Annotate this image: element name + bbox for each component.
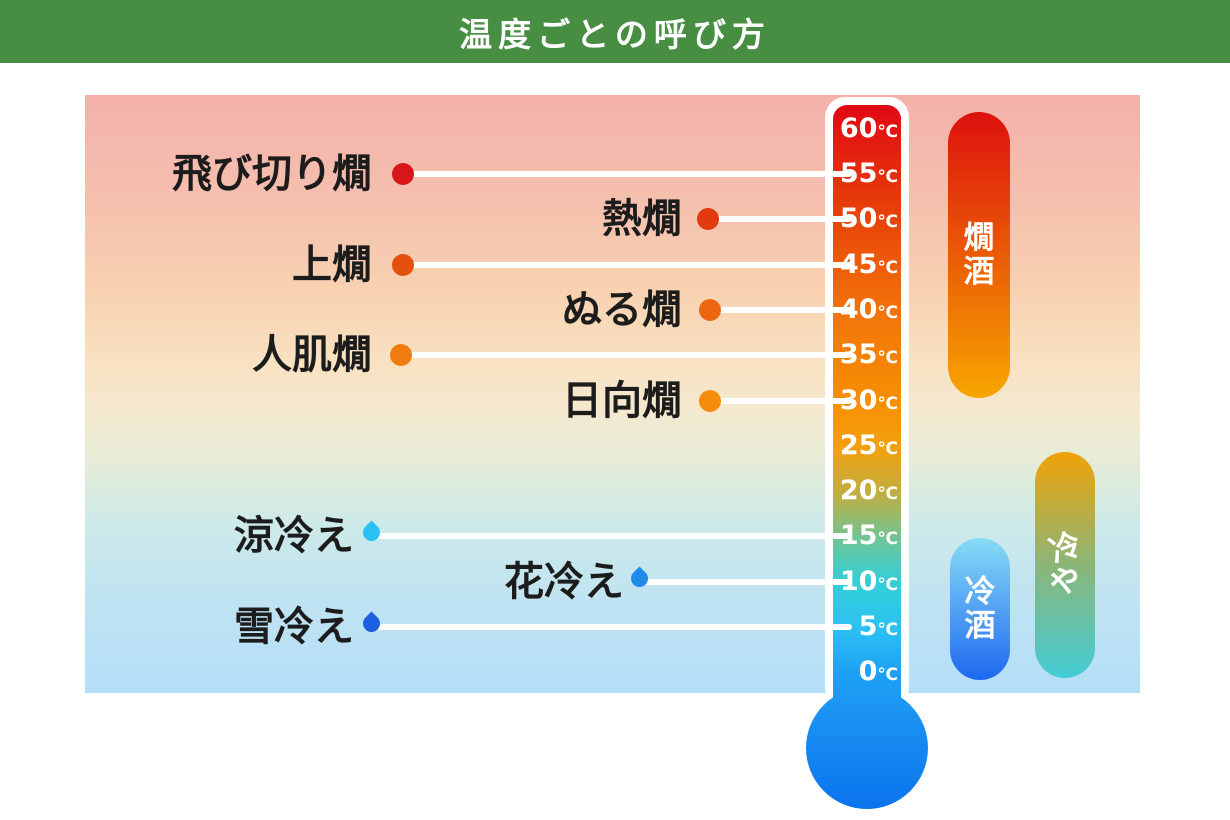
- temperature-dot-marker: [699, 390, 721, 412]
- pill-label-char: 酒: [964, 608, 996, 644]
- category-pill-冷酒: 冷酒: [950, 538, 1010, 680]
- category-pill-冷や: 冷や: [1035, 452, 1095, 678]
- thermometer-bulb: [806, 687, 928, 809]
- sake-temperature-name: ぬる燗: [562, 287, 682, 333]
- sake-temperature-name: 飛び切り燗: [172, 151, 372, 197]
- callout-line: [403, 171, 852, 177]
- temperature-dot-marker: [699, 299, 721, 321]
- thermometer-tube: [833, 105, 901, 750]
- page-title: 温度ごとの呼び方: [459, 14, 771, 54]
- sake-temperature-name: 日向燗: [562, 378, 682, 424]
- temperature-dot-marker: [390, 344, 412, 366]
- scale-label-20: 20℃: [839, 475, 898, 506]
- pill-label-char: や: [1044, 559, 1086, 605]
- sake-temperature-name: 花冷え: [504, 559, 624, 605]
- pill-label-char: 酒: [963, 254, 995, 290]
- scale-label-50: 50℃: [839, 203, 898, 234]
- callout-line: [372, 624, 852, 630]
- scale-label-60: 60℃: [839, 113, 898, 144]
- pill-label-char: 冷: [964, 574, 996, 610]
- scale-label-55: 55℃: [839, 158, 898, 189]
- sake-temperature-name: 熱燗: [602, 196, 682, 242]
- category-pill-燗酒: 燗酒: [948, 112, 1010, 398]
- sake-temperature-name: 人肌燗: [252, 332, 372, 378]
- temperature-dot-marker: [392, 163, 414, 185]
- callout-line: [401, 352, 852, 358]
- sake-temperature-name: 涼冷え: [234, 513, 354, 559]
- callout-line: [372, 533, 852, 539]
- pill-label-char: 燗: [963, 220, 995, 256]
- sake-temperature-name: 雪冷え: [234, 604, 354, 650]
- title-bar: 温度ごとの呼び方: [0, 0, 1230, 63]
- callout-line: [710, 398, 852, 404]
- scale-label-0: 0℃: [858, 656, 898, 687]
- scale-label-25: 25℃: [839, 430, 898, 461]
- callout-line: [640, 579, 852, 585]
- callout-line: [403, 262, 852, 268]
- temperature-dot-marker: [392, 254, 414, 276]
- callout-line: [710, 307, 852, 313]
- temperature-dot-marker: [697, 208, 719, 230]
- scale-label-5: 5℃: [858, 611, 898, 642]
- sake-temperature-name: 上燗: [292, 242, 372, 288]
- callout-line: [708, 216, 852, 222]
